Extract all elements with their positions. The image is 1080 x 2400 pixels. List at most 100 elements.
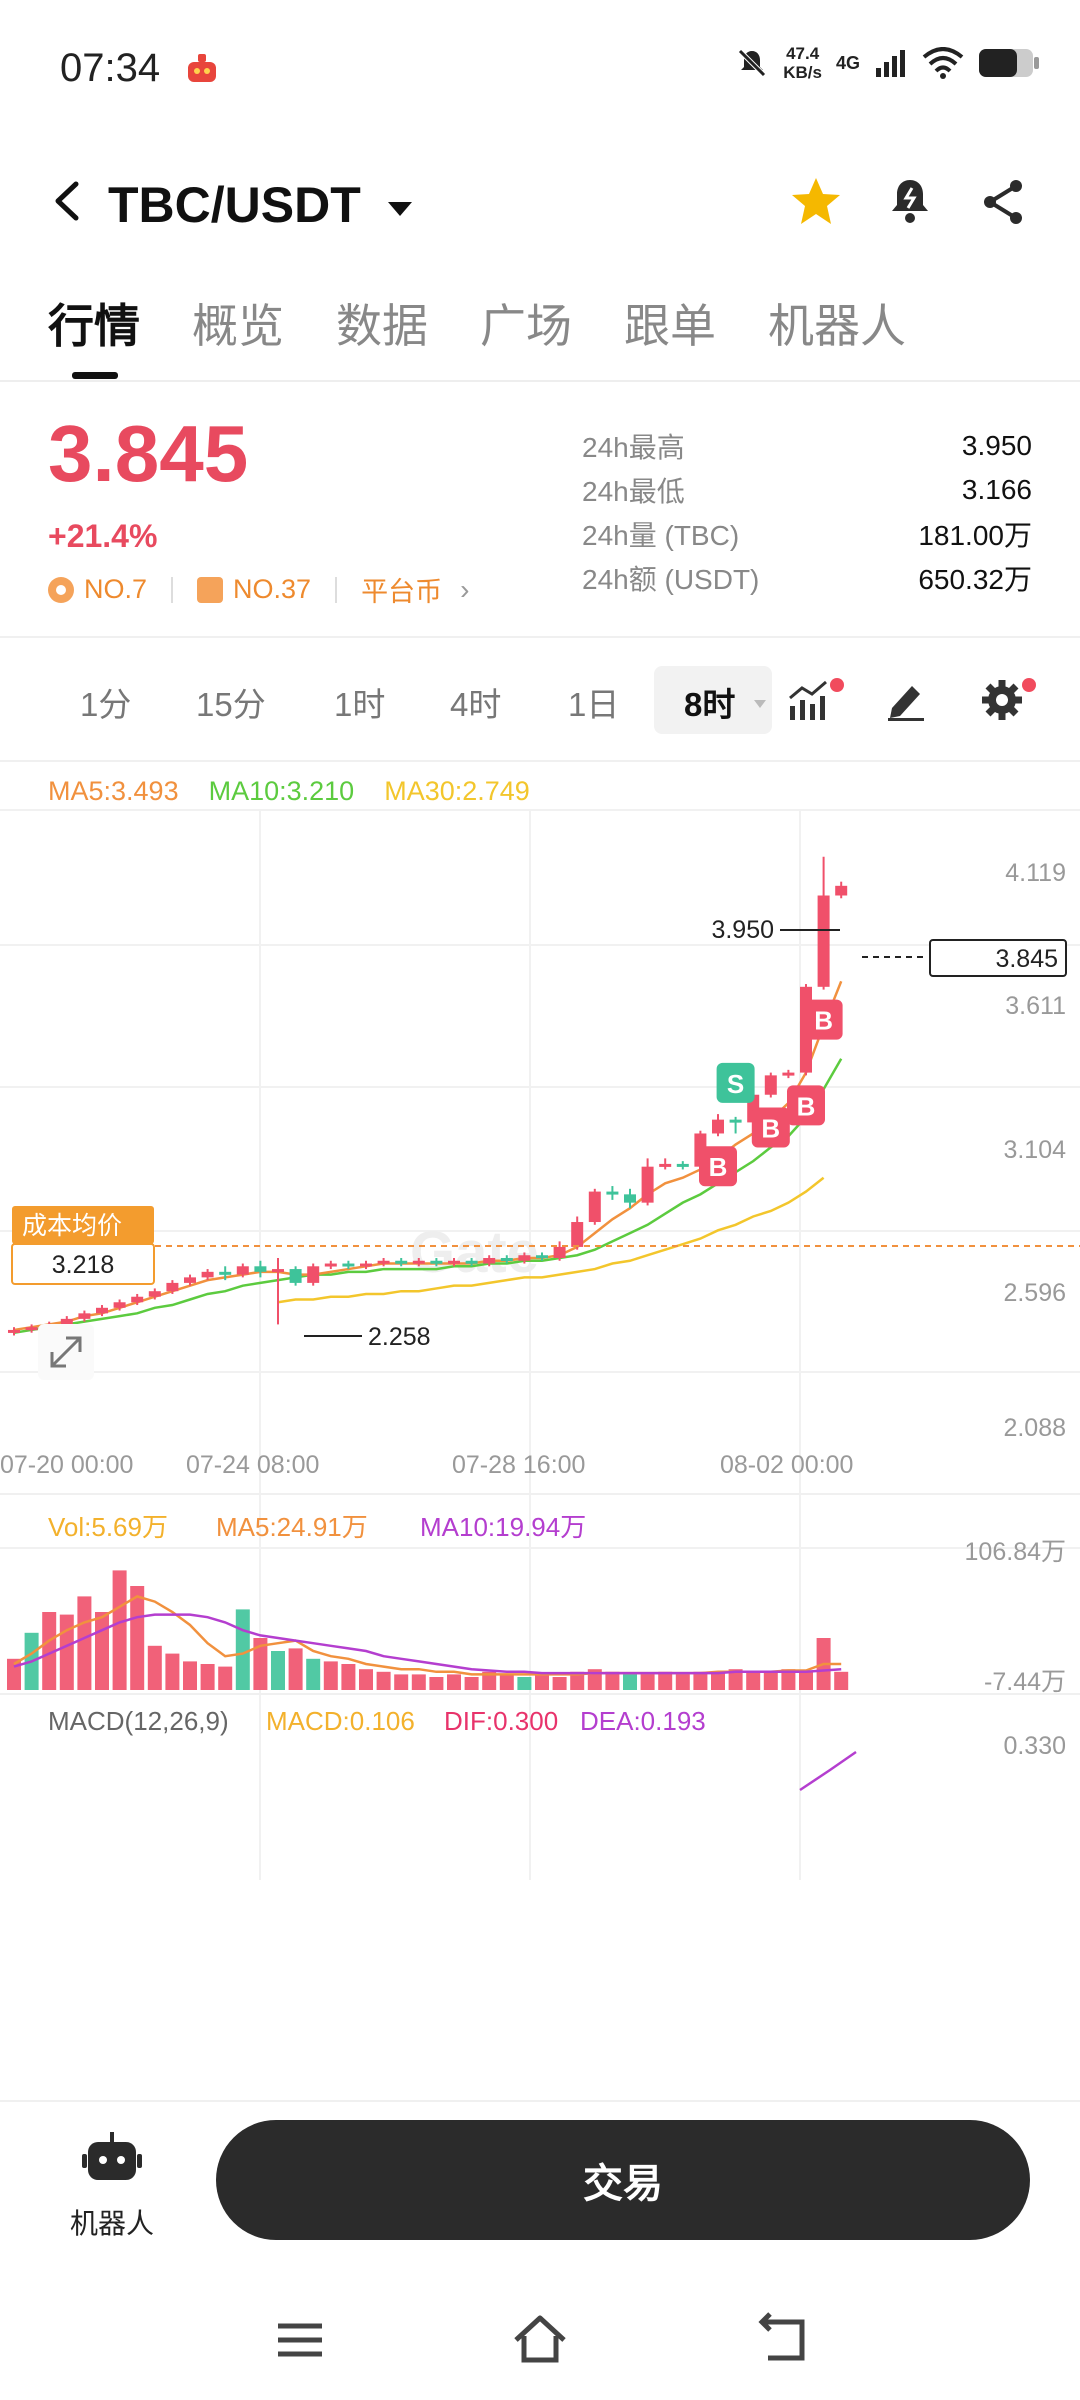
- pair-title[interactable]: TBC/USDT: [108, 177, 361, 233]
- chevron-right-icon[interactable]: ›: [460, 573, 470, 605]
- candle-body: [782, 1072, 795, 1076]
- status-time: 07:34: [60, 46, 161, 90]
- volume-bar: [535, 1674, 549, 1690]
- candle-body: [465, 1260, 478, 1264]
- price-alert-icon[interactable]: [882, 174, 938, 230]
- tab-overview[interactable]: 概览: [192, 300, 284, 352]
- category-tag[interactable]: 平台币: [361, 577, 443, 607]
- share-icon[interactable]: [976, 174, 1032, 230]
- candle-body: [166, 1282, 179, 1292]
- candle-body: [96, 1307, 108, 1314]
- candle-body: [360, 1263, 372, 1267]
- timeframe-1d[interactable]: 1日: [568, 686, 620, 723]
- candle-body: [254, 1266, 267, 1272]
- y-tick-label: 4.119: [1005, 859, 1066, 887]
- back-nav-icon[interactable]: [752, 2310, 812, 2370]
- chart-settings-icon[interactable]: [978, 676, 1026, 724]
- ma30-line: [277, 1176, 825, 1304]
- stats-panel: 24h最高 3.950 24h最低 3.166 24h量 (TBC) 181.00万 …: [582, 424, 1032, 600]
- candle-body: [817, 895, 830, 987]
- menu-icon[interactable]: [270, 2310, 330, 2370]
- ma10-legend: MA10:3.210: [208, 776, 355, 806]
- volume-bar: [517, 1677, 532, 1690]
- battery-icon: [979, 49, 1039, 77]
- robot-button[interactable]: 机器人: [62, 2132, 162, 2239]
- expand-icon[interactable]: [38, 1324, 94, 1380]
- buy-marker: [699, 1146, 737, 1187]
- main-tabs: 行情 概览 数据 广场 跟单 机器人: [0, 280, 1080, 380]
- candle-body: [377, 1260, 390, 1264]
- timeframe-1m[interactable]: 1分: [80, 686, 132, 723]
- candle-body: [536, 1255, 548, 1259]
- macd-legend-title: MACD(12,26,9): [48, 1706, 229, 1736]
- tab-square[interactable]: 广场: [480, 300, 572, 352]
- volume-bar: [253, 1638, 268, 1690]
- status-bar: 07:34 47.4 KB/s 4G: [0, 0, 1080, 130]
- header: TBC/USDT: [0, 140, 1080, 260]
- tab-copy-trading[interactable]: 跟单: [624, 300, 716, 352]
- draw-tool-icon[interactable]: [882, 676, 930, 724]
- timeframe-4h[interactable]: 4时: [450, 686, 502, 723]
- candle-body: [307, 1266, 320, 1283]
- pair-dropdown-icon[interactable]: [388, 202, 412, 216]
- timeframe-selected[interactable]: 8时: [654, 666, 772, 734]
- volume-bar: [781, 1669, 796, 1690]
- tab-market[interactable]: 行情: [48, 300, 140, 352]
- tab-data[interactable]: 数据: [336, 300, 428, 352]
- net-speed: 47.4 KB/s: [783, 44, 822, 82]
- volume-bar: [95, 1612, 109, 1690]
- trade-button[interactable]: 交易: [216, 2120, 1030, 2240]
- stat-row: 24h最低 3.166: [582, 474, 1032, 507]
- candle-body: [324, 1263, 337, 1267]
- candle-body: [201, 1271, 214, 1278]
- bottom-action-bar: 机器人 交易: [0, 2100, 1080, 2240]
- timeframe-bar: 1分 15分 1时 4时 1日 8时: [0, 640, 1080, 760]
- volume-bar: [147, 1645, 162, 1690]
- wifi-icon: [922, 47, 964, 79]
- system-nav-bar: [0, 2270, 1080, 2400]
- candle-body: [676, 1163, 689, 1167]
- buy-marker: [751, 1107, 790, 1148]
- mute-icon: [738, 49, 767, 77]
- y-tick-label: 3.104: [1003, 1136, 1066, 1164]
- candle-body: [606, 1191, 619, 1195]
- volume-bar: [482, 1671, 497, 1690]
- volume-bar: [323, 1661, 338, 1690]
- candle-body: [483, 1257, 496, 1264]
- indicator-icon[interactable]: [786, 676, 834, 724]
- rank-1[interactable]: NO.7: [84, 574, 148, 604]
- chart-grid: [0, 809, 1080, 1880]
- volume-bar: [130, 1586, 145, 1690]
- volume-bar: [288, 1648, 303, 1690]
- vol-bottom-label: -7.44万: [984, 1668, 1066, 1696]
- candle-body: [148, 1291, 161, 1297]
- volume-bar: [640, 1674, 655, 1690]
- volume-bar: [77, 1596, 92, 1690]
- marker-label: B: [709, 1152, 728, 1182]
- tab-robot[interactable]: 机器人: [768, 300, 906, 352]
- candle-body: [219, 1271, 232, 1275]
- y-tick-label: 3.611: [1005, 992, 1066, 1020]
- vol-ma5-legend: MA5:24.91万: [216, 1512, 368, 1542]
- volume-bar: [799, 1671, 813, 1690]
- volume-bar: [746, 1671, 761, 1690]
- back-icon[interactable]: [48, 176, 88, 226]
- rank-2[interactable]: NO.37: [233, 574, 312, 604]
- y-tick-label: 2.596: [1003, 1279, 1066, 1307]
- candle-body: [553, 1246, 566, 1258]
- buy-marker: [787, 1085, 825, 1126]
- home-icon[interactable]: [510, 2310, 570, 2370]
- chart-rank-icon: [197, 576, 224, 603]
- signal-icon: [876, 50, 905, 77]
- rank-icon: [48, 576, 74, 603]
- timeframe-1h[interactable]: 1时: [334, 686, 386, 723]
- low-label: 2.258: [368, 1323, 431, 1351]
- timeframe-15m[interactable]: 15分: [196, 686, 266, 723]
- ma5-legend: MA5:3.493: [48, 776, 179, 806]
- volume-bar: [200, 1664, 215, 1690]
- favorite-star-icon[interactable]: [788, 174, 844, 230]
- candle-body: [500, 1257, 513, 1261]
- candle-body: [131, 1296, 144, 1303]
- volume-bar: [711, 1671, 725, 1690]
